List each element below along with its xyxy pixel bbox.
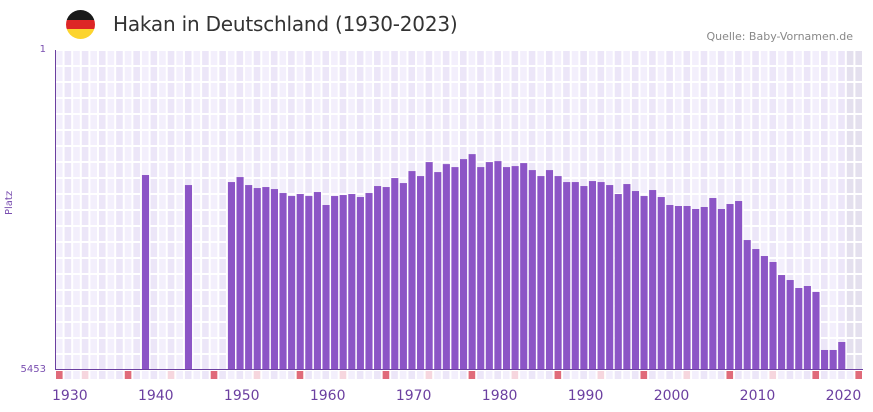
- bar-2009[interactable]: [735, 201, 743, 370]
- bar-2001[interactable]: [666, 205, 674, 370]
- bar-1988[interactable]: [554, 176, 562, 370]
- bar-1945[interactable]: [184, 185, 193, 370]
- bar-2008[interactable]: [726, 204, 734, 370]
- bar-1955[interactable]: [270, 189, 278, 370]
- bar-1940[interactable]: [141, 175, 150, 370]
- x-tick-1930: 1930: [52, 388, 88, 404]
- bar-1998[interactable]: [640, 196, 648, 370]
- x-tick-1960: 1960: [309, 388, 346, 404]
- bar-1952[interactable]: [245, 185, 253, 370]
- bar-1987[interactable]: [545, 170, 554, 370]
- bar-1950[interactable]: [227, 182, 236, 370]
- bar-1951[interactable]: [236, 177, 244, 370]
- x-tick-1950: 1950: [223, 388, 260, 404]
- bar-1963[interactable]: [339, 195, 347, 370]
- bar-1961[interactable]: [322, 205, 330, 370]
- bar-1996[interactable]: [623, 184, 631, 370]
- bar-1980[interactable]: [485, 162, 493, 370]
- bar-2007[interactable]: [717, 209, 725, 370]
- bar-1994[interactable]: [606, 185, 614, 370]
- bar-2000[interactable]: [657, 197, 665, 370]
- flag-stripe-gold: [66, 29, 95, 39]
- source-link[interactable]: Quelle: Baby-Vornamen.de: [706, 30, 853, 43]
- bar-1965[interactable]: [356, 197, 364, 370]
- bar-series: [56, 51, 862, 370]
- bar-1991[interactable]: [580, 186, 588, 370]
- bar-2014[interactable]: [778, 275, 786, 370]
- bar-1958[interactable]: [296, 194, 304, 370]
- bar-1953[interactable]: [253, 188, 261, 370]
- y-tick-top: 1: [39, 44, 46, 55]
- flag-stripe-red: [66, 19, 95, 30]
- bar-2006[interactable]: [709, 198, 717, 370]
- y-axis-line: [55, 50, 56, 370]
- bar-1972[interactable]: [417, 176, 425, 370]
- bar-2012[interactable]: [760, 256, 768, 370]
- x-tick-1970: 1970: [395, 388, 432, 404]
- bar-2002[interactable]: [674, 206, 682, 370]
- bar-1974[interactable]: [434, 172, 442, 370]
- bar-1957[interactable]: [288, 196, 296, 370]
- bar-1977[interactable]: [460, 159, 468, 370]
- bar-1986[interactable]: [537, 176, 545, 370]
- x-tick-2010: 2010: [739, 388, 776, 404]
- bar-1997[interactable]: [631, 191, 640, 370]
- bar-1992[interactable]: [588, 181, 597, 370]
- bar-1966[interactable]: [365, 193, 373, 370]
- x-tick-1980: 1980: [481, 388, 518, 404]
- bar-1979[interactable]: [477, 167, 485, 370]
- bar-2019[interactable]: [821, 349, 829, 370]
- bar-2015[interactable]: [786, 280, 794, 370]
- bar-1999[interactable]: [649, 190, 657, 370]
- bar-1976[interactable]: [451, 167, 459, 370]
- x-tick-2000: 2000: [653, 388, 690, 404]
- bar-1954[interactable]: [262, 187, 270, 370]
- bar-1968[interactable]: [382, 187, 390, 370]
- bar-1973[interactable]: [425, 162, 433, 370]
- bar-1981[interactable]: [494, 161, 502, 370]
- bar-1989[interactable]: [563, 182, 571, 370]
- bar-1960[interactable]: [313, 192, 321, 370]
- bar-2016[interactable]: [795, 288, 803, 370]
- bar-2017[interactable]: [803, 286, 811, 370]
- bar-1990[interactable]: [571, 182, 579, 370]
- bar-1984[interactable]: [520, 163, 528, 370]
- bar-1995[interactable]: [614, 194, 622, 370]
- bar-2004[interactable]: [692, 209, 700, 370]
- bar-2013[interactable]: [769, 262, 777, 370]
- x-axis-line: [55, 369, 863, 370]
- y-axis-label: Platz: [4, 190, 15, 215]
- bar-2010[interactable]: [743, 240, 751, 370]
- bar-1964[interactable]: [348, 194, 356, 370]
- bar-1985[interactable]: [528, 170, 536, 370]
- bar-1975[interactable]: [442, 164, 450, 370]
- bar-1969[interactable]: [391, 178, 399, 370]
- x-tick-1940: 1940: [137, 388, 174, 404]
- bar-1962[interactable]: [331, 196, 339, 370]
- bar-1982[interactable]: [502, 167, 511, 370]
- bar-2005[interactable]: [700, 207, 708, 370]
- bar-1956[interactable]: [279, 193, 287, 370]
- germany-flag-icon: [66, 10, 95, 39]
- flag-stripe-black: [66, 10, 95, 20]
- y-tick-bottom: 5453: [20, 364, 46, 375]
- bar-1971[interactable]: [408, 171, 416, 370]
- bar-1959[interactable]: [305, 196, 313, 370]
- x-tick-1990: 1990: [567, 388, 604, 404]
- plot-area: [55, 50, 863, 370]
- bar-1967[interactable]: [374, 186, 382, 370]
- bar-1970[interactable]: [399, 183, 407, 370]
- bar-2003[interactable]: [683, 206, 691, 370]
- bar-2018[interactable]: [812, 291, 820, 370]
- bar-1983[interactable]: [511, 166, 519, 370]
- bar-2011[interactable]: [752, 249, 760, 370]
- year-markers: [56, 371, 862, 379]
- chart-title: Hakan in Deutschland (1930-2023): [113, 12, 458, 36]
- x-tick-2020: 2020: [825, 388, 862, 404]
- bar-1993[interactable]: [597, 182, 605, 370]
- bar-1978[interactable]: [468, 154, 476, 370]
- bar-2021[interactable]: [838, 342, 846, 370]
- bar-2020[interactable]: [829, 349, 837, 370]
